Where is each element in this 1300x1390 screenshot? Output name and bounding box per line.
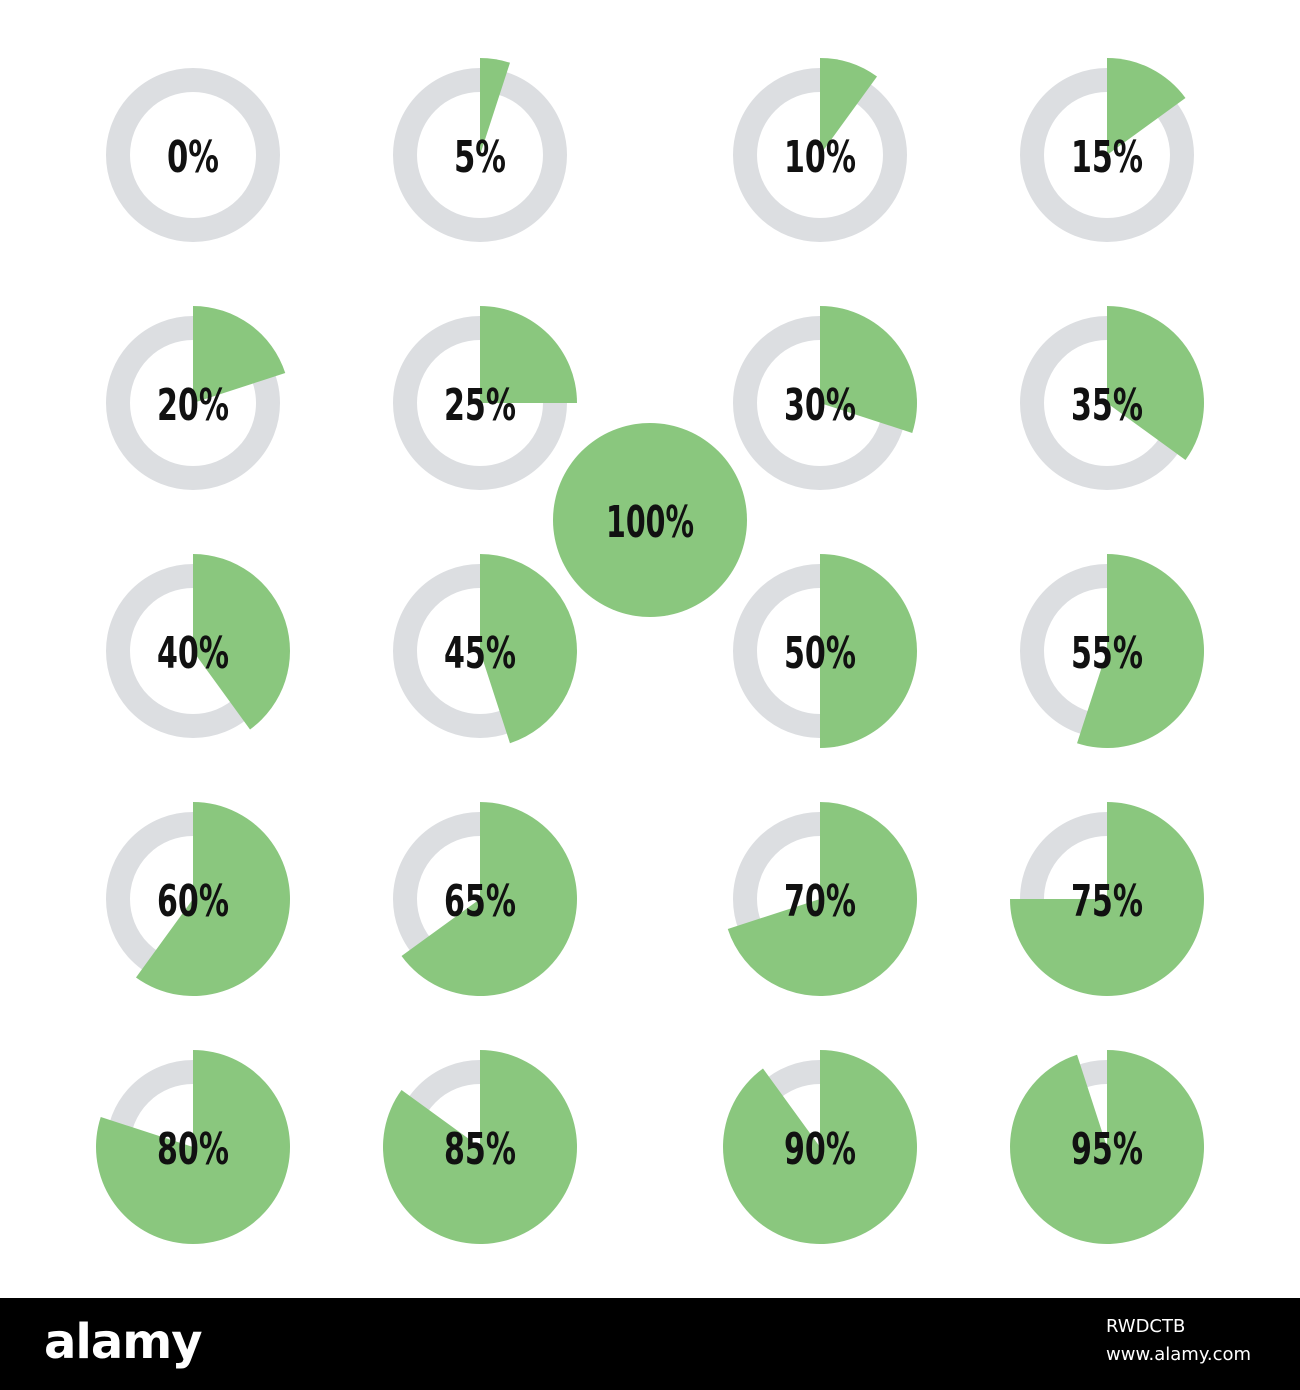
progress-label: 55% [1071, 628, 1143, 679]
progress-indicator: 55% [1020, 554, 1205, 748]
progress-label: 20% [157, 380, 229, 431]
progress-label: 40% [157, 628, 229, 679]
progress-indicator: 45% [393, 554, 577, 744]
progress-label: 50% [784, 628, 856, 679]
progress-indicator: 20% [106, 306, 286, 490]
progress-label: 5% [454, 132, 506, 183]
progress-sector [96, 1050, 291, 1244]
progress-label: 35% [1071, 380, 1143, 431]
progress-sector [401, 802, 578, 996]
progress-label: 90% [784, 1124, 856, 1175]
progress-label: 70% [784, 876, 856, 927]
progress-indicator: 5% [393, 58, 567, 242]
progress-indicator: 35% [1020, 306, 1204, 490]
progress-label: 45% [444, 628, 516, 679]
progress-sector [135, 802, 291, 996]
progress-sector [1107, 58, 1186, 155]
progress-indicator-full: 100% [553, 423, 747, 617]
progress-sector [1077, 554, 1205, 748]
progress-sector [383, 1050, 578, 1245]
progress-label: 100% [606, 497, 694, 548]
progress-sector [193, 554, 290, 730]
progress-indicator: 70% [727, 802, 918, 996]
footer-logo: alamy [44, 1314, 203, 1370]
progress-indicator: 40% [106, 554, 290, 738]
progress-sector [820, 554, 917, 748]
progress-sector [820, 306, 917, 433]
progress-label: 95% [1071, 1124, 1143, 1175]
progress-indicator: 65% [393, 802, 578, 996]
progress-sector [553, 423, 747, 617]
progress-sector [1010, 802, 1204, 996]
progress-label: 10% [784, 132, 856, 183]
progress-indicator: 95% [1010, 1050, 1205, 1244]
progress-sector [480, 58, 510, 155]
progress-label: 75% [1071, 876, 1143, 927]
progress-sector [727, 802, 918, 996]
footer-bar: alamy RWDCTB www.alamy.com [0, 1298, 1300, 1390]
progress-indicator: 90% [723, 1050, 918, 1244]
progress-indicator: 60% [106, 802, 291, 996]
progress-label: 15% [1071, 132, 1143, 183]
progress-indicator-set: 0% 5% 10% 15% 20% 25% 30% 35% 40% 45% 50% 55% 60% 65%… [96, 58, 1205, 1245]
progress-label: 0% [167, 132, 219, 183]
progress-label: 25% [444, 380, 516, 431]
footer-image-id: RWDCTB [1106, 1316, 1186, 1337]
progress-sector [193, 306, 286, 403]
progress-sector [480, 306, 577, 403]
progress-label: 85% [444, 1124, 516, 1175]
progress-label: 65% [444, 876, 516, 927]
progress-indicator: 30% [733, 306, 917, 490]
progress-indicator: 50% [733, 554, 917, 748]
progress-label: 80% [157, 1124, 229, 1175]
progress-indicator: 85% [383, 1050, 578, 1245]
progress-indicator: 80% [96, 1050, 291, 1244]
progress-indicator: 10% [733, 58, 907, 242]
progress-sector [723, 1050, 918, 1244]
progress-label: 30% [784, 380, 856, 431]
progress-sector [1107, 306, 1204, 461]
progress-track [106, 68, 280, 242]
footer-url: www.alamy.com [1106, 1344, 1252, 1365]
progress-indicator: 25% [393, 306, 577, 490]
progress-sector [820, 58, 878, 155]
progress-indicator: 0% [106, 68, 280, 242]
progress-sector [480, 554, 577, 744]
progress-indicator: 75% [1010, 802, 1204, 996]
progress-indicator: 15% [1020, 58, 1194, 242]
progress-sector [1010, 1050, 1205, 1244]
progress-label: 60% [157, 876, 229, 927]
